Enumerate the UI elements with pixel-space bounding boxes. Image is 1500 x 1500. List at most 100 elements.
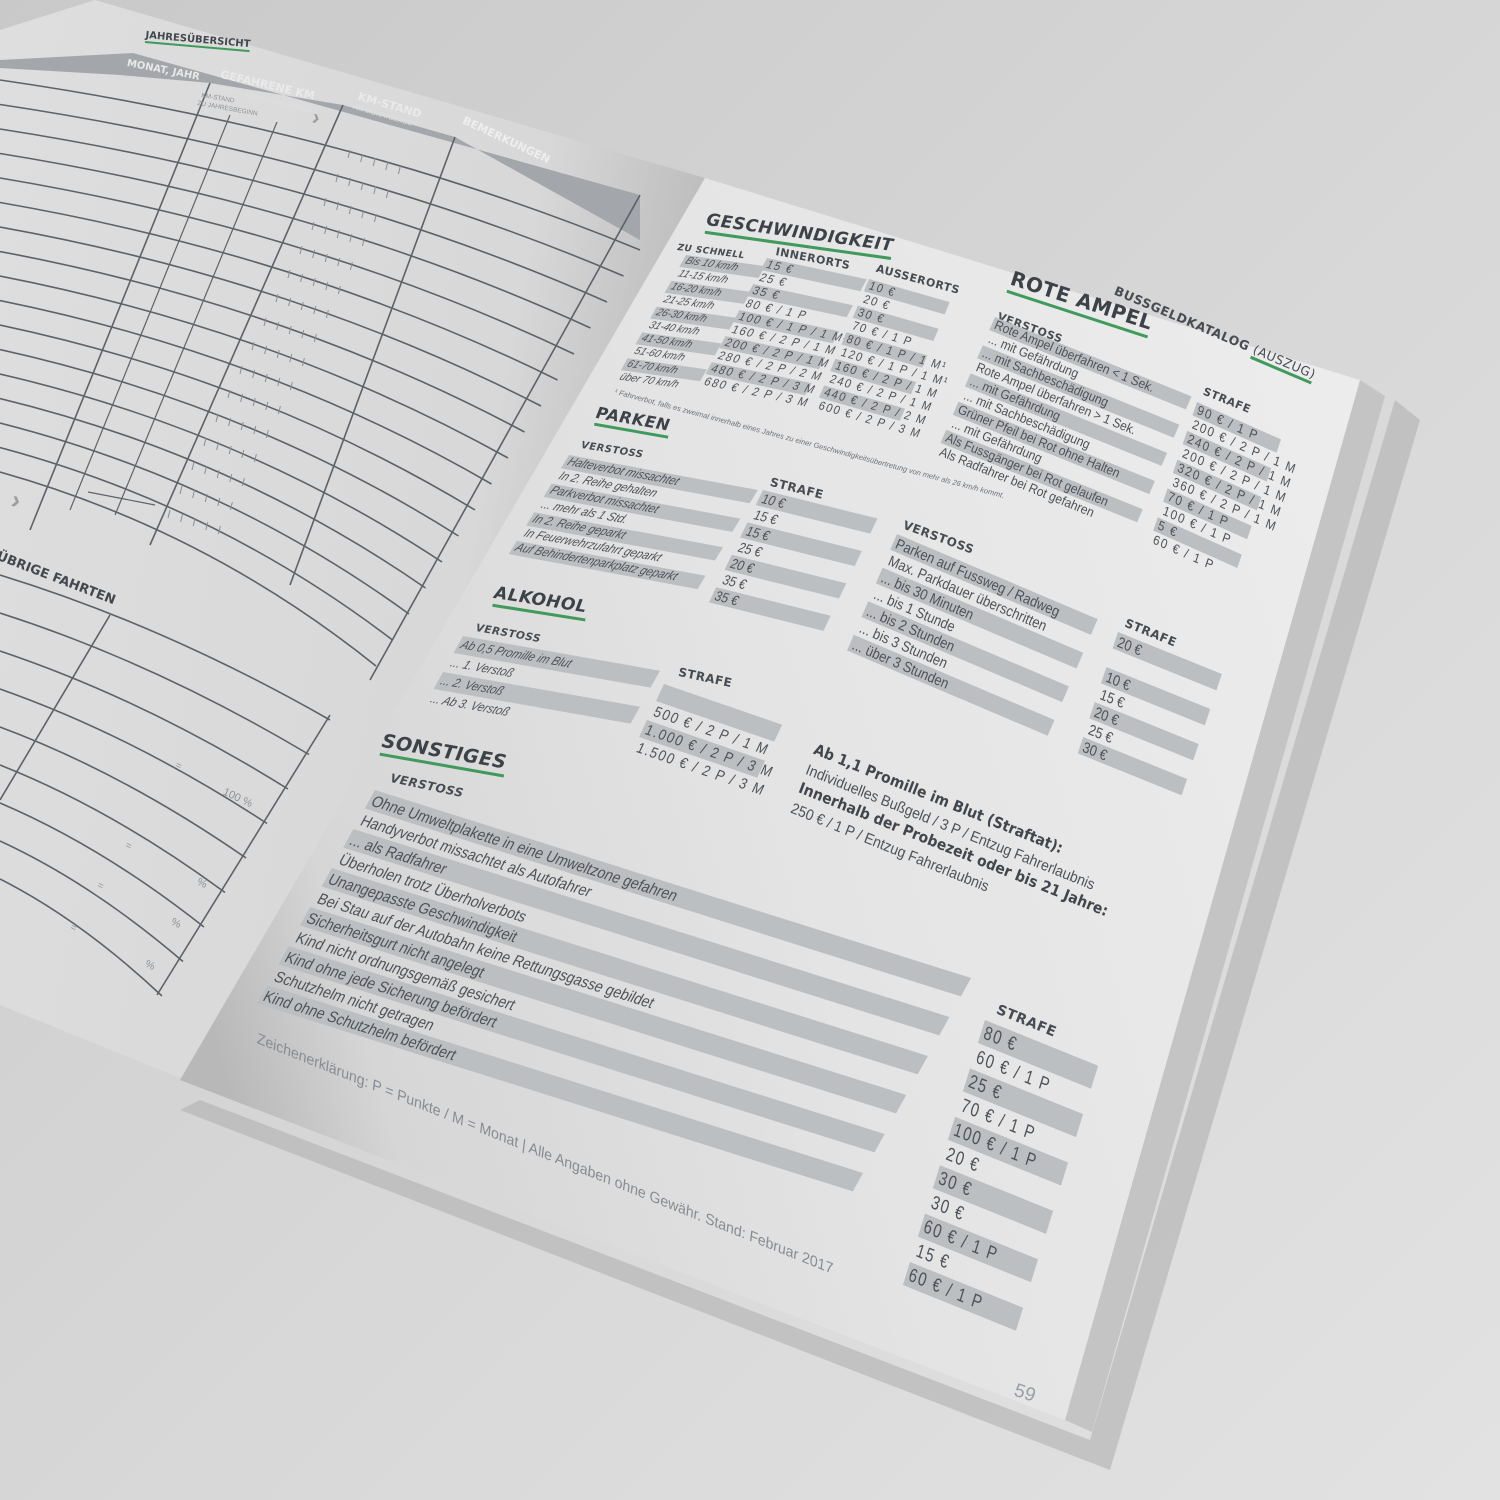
left-table-grid bbox=[0, 53, 641, 997]
km-digit-tick bbox=[349, 261, 353, 271]
km-digit-tick bbox=[348, 177, 352, 187]
lower-row-line bbox=[0, 726, 247, 859]
km-digit-tick bbox=[192, 517, 196, 527]
km-digit-tick bbox=[361, 237, 365, 247]
km-digit-tick bbox=[205, 521, 209, 531]
table-row-line bbox=[0, 128, 608, 303]
km-digit-tick bbox=[325, 309, 329, 319]
km-digit-tick bbox=[360, 153, 364, 163]
km-digit-tick bbox=[385, 161, 389, 171]
table-row-line bbox=[0, 397, 426, 589]
lower-row-line bbox=[0, 612, 310, 756]
km-digit-tick bbox=[204, 493, 208, 503]
km-digit-tick bbox=[191, 461, 195, 471]
km-digit-tick bbox=[241, 449, 245, 459]
table-row-line bbox=[0, 103, 624, 277]
km-digit-tick bbox=[385, 189, 389, 199]
table-row-line bbox=[0, 152, 591, 329]
km-digit-tick bbox=[360, 181, 364, 191]
km-digit-tick bbox=[289, 381, 293, 391]
km-digit-tick bbox=[217, 525, 221, 535]
lower-row-line bbox=[0, 764, 226, 894]
km-digit-tick bbox=[240, 393, 244, 403]
km-digit-tick bbox=[373, 213, 377, 223]
lower-box-border bbox=[156, 714, 331, 996]
table-row-line bbox=[0, 275, 509, 459]
km-digit-tick bbox=[300, 273, 304, 283]
km-digit-tick bbox=[312, 277, 316, 287]
km-digit-tick bbox=[204, 465, 208, 475]
km-digit-tick bbox=[348, 205, 352, 215]
km-digit-tick bbox=[252, 369, 256, 379]
page-edge-stack bbox=[1065, 380, 1385, 1432]
km-digit-tick bbox=[228, 445, 232, 455]
lower-row-line bbox=[0, 802, 205, 928]
km-digit-tick bbox=[336, 201, 340, 211]
km-digit-tick bbox=[349, 233, 353, 243]
km-digit-tick bbox=[325, 281, 329, 291]
km-digit-tick bbox=[179, 485, 183, 495]
table-row-line bbox=[0, 226, 542, 407]
km-digit-tick bbox=[203, 437, 207, 447]
km-digit-tick bbox=[216, 441, 220, 451]
table-column-divider bbox=[149, 104, 344, 546]
km-digit-tick bbox=[167, 509, 171, 519]
table-row-line bbox=[0, 471, 377, 667]
lower-row-line bbox=[0, 574, 331, 721]
km-digit-tick bbox=[192, 489, 196, 499]
km-digit-tick bbox=[289, 353, 293, 363]
km-digit-tick bbox=[287, 269, 291, 279]
km-digit-tick bbox=[277, 405, 281, 415]
km-digit-tick bbox=[337, 285, 341, 295]
table-row-line bbox=[0, 250, 525, 433]
table-row-line bbox=[0, 79, 641, 251]
km-digit-tick bbox=[324, 225, 328, 235]
km-digit-tick bbox=[361, 209, 365, 219]
table-column-divider bbox=[29, 82, 211, 531]
km-digit-tick bbox=[300, 301, 304, 311]
km-digit-tick bbox=[264, 345, 268, 355]
km-digit-tick bbox=[301, 357, 305, 367]
lower-row-line bbox=[0, 688, 268, 825]
km-digit-tick bbox=[397, 165, 401, 175]
km-digit-tick bbox=[265, 429, 269, 439]
km-digit-tick bbox=[241, 477, 245, 487]
km-digit-tick bbox=[240, 421, 244, 431]
km-digit-tick bbox=[335, 173, 339, 183]
table-row-line bbox=[0, 348, 459, 537]
km-digit-tick bbox=[180, 513, 184, 523]
km-digit-tick bbox=[215, 413, 219, 423]
table-row-line bbox=[0, 299, 492, 485]
km-digit-tick bbox=[336, 229, 340, 239]
km-digit-tick bbox=[229, 501, 233, 511]
km-digit-tick bbox=[324, 253, 328, 263]
lower-row-line bbox=[0, 840, 184, 963]
km-digit-tick bbox=[216, 469, 220, 479]
km-digit-tick bbox=[276, 349, 280, 359]
km-digit-tick bbox=[313, 305, 317, 315]
km-digit-tick bbox=[347, 149, 351, 159]
km-digit-tick bbox=[276, 321, 280, 331]
km-digit-tick bbox=[373, 185, 377, 195]
km-digit-tick bbox=[227, 389, 231, 399]
km-digit-tick bbox=[253, 425, 257, 435]
km-digit-tick bbox=[288, 297, 292, 307]
km-digit-tick bbox=[299, 245, 303, 255]
km-digit-tick bbox=[312, 249, 316, 259]
km-digit-tick bbox=[277, 377, 281, 387]
km-digit-tick bbox=[253, 453, 257, 463]
km-digit-tick bbox=[264, 373, 268, 383]
lower-row-line bbox=[0, 650, 289, 790]
table-column-divider bbox=[289, 136, 456, 586]
table-row-line bbox=[0, 422, 410, 615]
table-row-line bbox=[0, 446, 393, 641]
lower-column-divider bbox=[0, 614, 111, 801]
table-row-line bbox=[0, 201, 558, 381]
km-underline bbox=[87, 491, 156, 506]
km-digit-tick bbox=[217, 497, 221, 507]
table-header-band bbox=[0, 53, 640, 240]
table-row-line bbox=[0, 373, 443, 563]
km-digit-tick bbox=[288, 325, 292, 335]
km-digit-tick bbox=[239, 365, 243, 375]
km-digit-tick bbox=[229, 473, 233, 483]
